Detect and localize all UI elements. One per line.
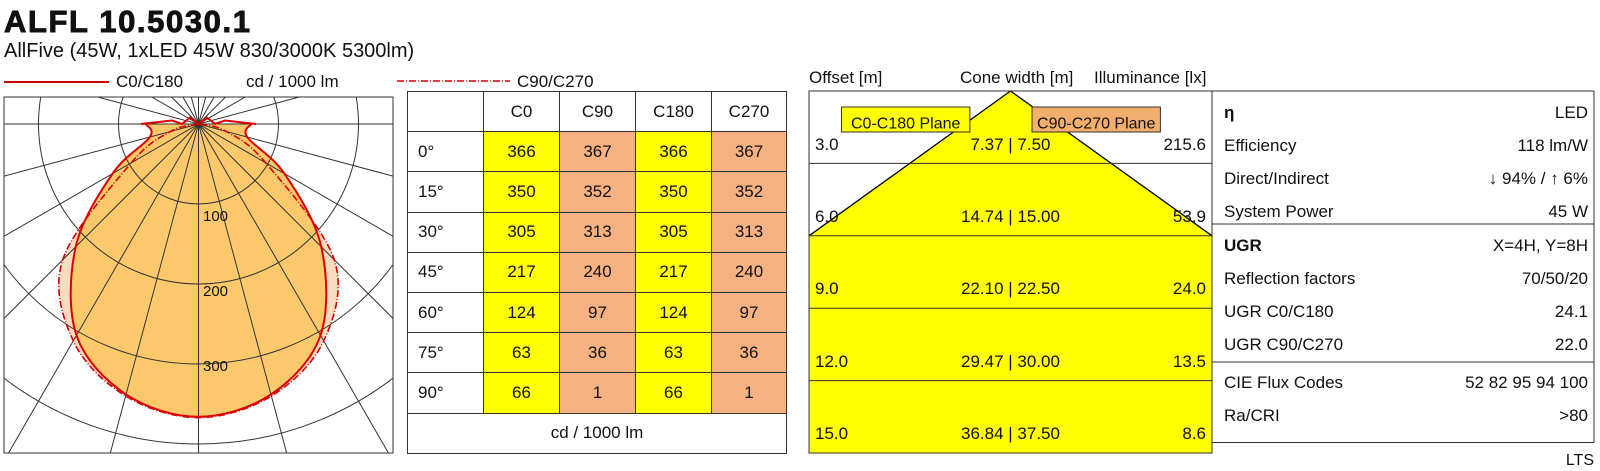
svg-text:LED: LED [1555, 103, 1588, 122]
svg-text:Ra/CRI: Ra/CRI [1224, 406, 1280, 425]
svg-text:70/50/20: 70/50/20 [1522, 269, 1588, 288]
svg-text:CIE Flux Codes: CIE Flux Codes [1224, 373, 1343, 392]
svg-text:UGR C90/C270: UGR C90/C270 [1224, 335, 1343, 354]
svg-text:24.1: 24.1 [1555, 302, 1588, 321]
svg-text:Efficiency: Efficiency [1224, 136, 1297, 155]
svg-text:22.0: 22.0 [1555, 335, 1588, 354]
svg-text:118 lm/W: 118 lm/W [1517, 136, 1588, 155]
svg-text:η: η [1224, 103, 1234, 122]
svg-text:LTS: LTS [1566, 452, 1594, 469]
svg-text:Reflection factors: Reflection factors [1224, 269, 1355, 288]
svg-text:X=4H, Y=8H: X=4H, Y=8H [1493, 236, 1588, 255]
svg-text:52 82 95 94 100: 52 82 95 94 100 [1465, 373, 1588, 392]
svg-text:UGR: UGR [1224, 236, 1262, 255]
svg-text:↓ 94% / ↑ 6%: ↓ 94% / ↑ 6% [1489, 169, 1588, 188]
svg-text:>80: >80 [1559, 406, 1588, 425]
svg-text:45 W: 45 W [1548, 202, 1588, 221]
svg-text:Direct/Indirect: Direct/Indirect [1224, 169, 1329, 188]
svg-text:System Power: System Power [1224, 202, 1334, 221]
svg-text:UGR C0/C180: UGR C0/C180 [1224, 302, 1334, 321]
